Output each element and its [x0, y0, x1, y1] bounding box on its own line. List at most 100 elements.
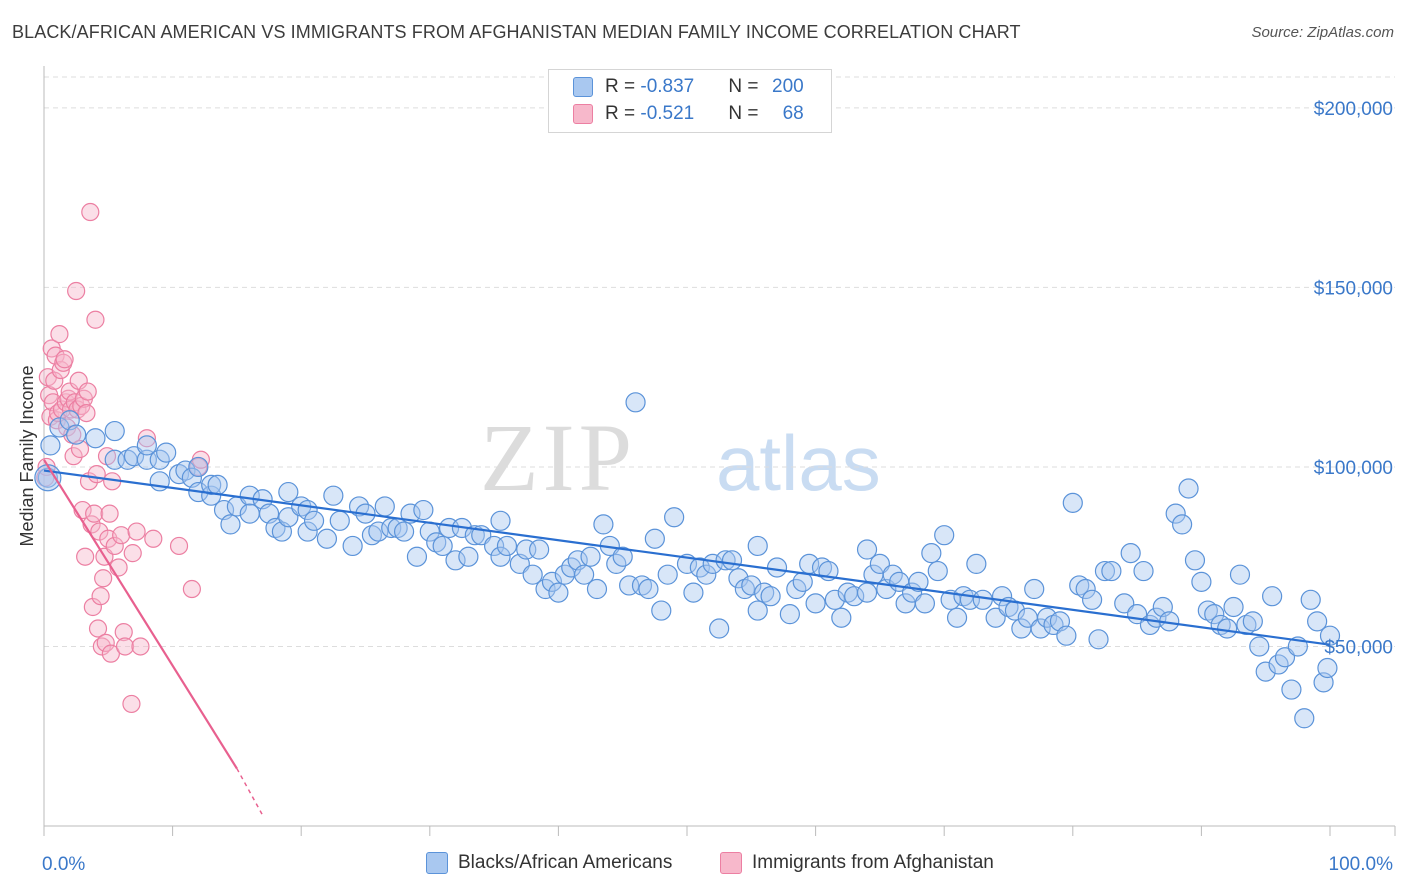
legend-row-blue: R = -0.837 N = 200	[573, 74, 804, 100]
data-point	[760, 586, 781, 607]
data-point	[638, 578, 659, 600]
data-point	[1094, 560, 1116, 582]
data-point	[169, 536, 189, 556]
x-tick-label: 100.0%	[1329, 854, 1394, 875]
legend-n-value: 200	[772, 76, 804, 97]
data-point	[76, 547, 95, 566]
data-point	[1178, 478, 1199, 499]
data-point	[374, 496, 395, 517]
data-point	[137, 429, 156, 448]
watermark-zip: ZIP	[480, 404, 636, 511]
blue-series	[34, 392, 1341, 729]
data-point	[1319, 625, 1341, 646]
pink-trend-line	[43, 459, 238, 770]
y-tick-label: $100,000	[1314, 458, 1393, 479]
data-point	[40, 435, 61, 456]
data-point	[400, 503, 421, 524]
data-point	[432, 535, 453, 557]
data-point	[1274, 647, 1296, 668]
blue-trend-line	[43, 469, 1331, 646]
data-point	[50, 325, 69, 344]
data-point	[96, 633, 115, 652]
data-point	[303, 510, 325, 531]
data-point	[207, 474, 228, 496]
data-point	[985, 607, 1006, 628]
data-point	[426, 532, 447, 553]
data-point	[1114, 593, 1135, 614]
data-point	[921, 543, 942, 564]
data-point	[156, 442, 177, 463]
data-point	[914, 593, 936, 614]
legend-swatch-pink	[573, 104, 593, 124]
data-point	[323, 485, 344, 506]
data-point	[316, 528, 338, 549]
data-point	[1262, 586, 1283, 607]
data-point	[1030, 618, 1051, 639]
data-point	[728, 568, 749, 589]
data-point	[664, 507, 685, 528]
data-point	[70, 439, 90, 459]
data-point	[144, 529, 163, 548]
data-point	[136, 435, 157, 456]
data-point	[109, 558, 128, 577]
legend-r-value: -0.521	[640, 103, 695, 124]
data-point	[413, 499, 434, 521]
series-label-blue: Blacks/African Americans	[458, 852, 673, 873]
data-point	[122, 694, 141, 714]
legend-row-pink: R = -0.521 N = 68	[573, 101, 804, 127]
data-point	[1184, 550, 1206, 571]
data-point	[612, 546, 633, 567]
data-point	[201, 474, 222, 496]
chart-title: BLACK/AFRICAN AMERICAN VS IMMIGRANTS FRO…	[12, 22, 1021, 42]
axes	[43, 66, 1396, 836]
data-point	[445, 550, 466, 571]
trend-lines	[43, 459, 1331, 816]
data-point	[1043, 614, 1064, 636]
data-point	[189, 457, 208, 477]
data-point	[104, 420, 125, 442]
series-legend-pink[interactable]: Immigrants from Afghanistan	[720, 852, 994, 874]
data-point	[1056, 625, 1077, 646]
y-tick-label: $50,000	[1324, 637, 1393, 658]
data-point	[490, 510, 511, 531]
data-point	[702, 553, 723, 574]
data-point	[1294, 708, 1315, 729]
watermark: ZIP atlas	[480, 404, 881, 511]
data-point	[114, 623, 133, 642]
legend-r-label: R =	[605, 76, 641, 97]
data-point	[361, 525, 383, 546]
data-point	[548, 582, 569, 603]
data-point	[747, 535, 768, 557]
data-point	[131, 637, 150, 656]
data-point	[1317, 657, 1338, 679]
data-point	[1133, 560, 1154, 582]
series-legend: Blacks/African Americans Immigrants from…	[0, 852, 1406, 878]
data-point	[657, 564, 678, 585]
data-point	[105, 536, 124, 556]
data-point	[946, 607, 968, 628]
data-point	[631, 575, 653, 596]
data-point	[368, 521, 389, 542]
data-point	[46, 346, 65, 365]
data-point	[747, 600, 768, 621]
data-point	[580, 546, 601, 567]
series-swatch-blue	[426, 852, 448, 874]
data-point	[766, 557, 788, 578]
data-point	[586, 578, 608, 600]
data-point	[824, 589, 845, 610]
series-legend-blue[interactable]: Blacks/African Americans	[426, 852, 672, 874]
data-point	[805, 593, 826, 614]
data-point	[55, 350, 74, 369]
data-point	[87, 465, 106, 484]
data-point	[1217, 618, 1238, 639]
data-point	[734, 578, 755, 600]
data-point	[77, 403, 96, 423]
data-point	[754, 582, 775, 603]
data-point	[574, 564, 595, 585]
data-point	[88, 619, 108, 638]
pink-trend-line-extension	[236, 768, 264, 816]
data-point	[1300, 589, 1321, 610]
data-point	[1165, 503, 1186, 524]
series-label-pink: Immigrants from Afghanistan	[752, 852, 994, 873]
data-point	[1101, 560, 1122, 582]
